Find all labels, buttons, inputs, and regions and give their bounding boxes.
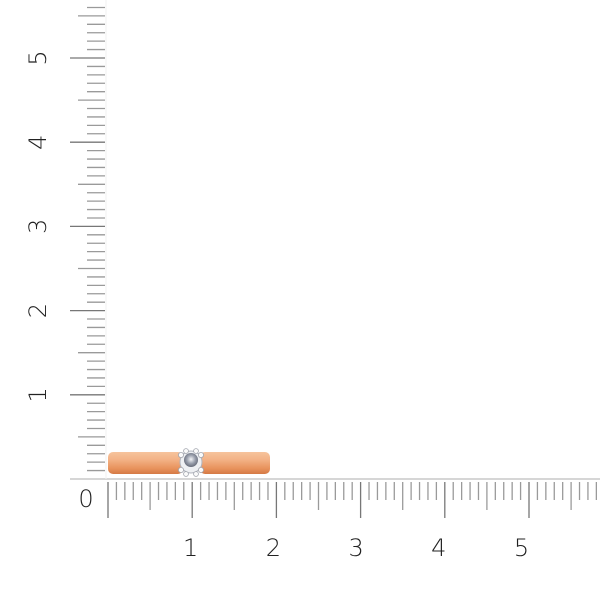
ruler-ticks — [70, 0, 600, 518]
x-label-5: 5 — [514, 534, 529, 562]
y-label-2: 2 — [24, 303, 52, 318]
x-label-1: 1 — [183, 534, 198, 562]
y-label-4: 4 — [24, 135, 52, 150]
x-label-2: 2 — [266, 534, 281, 562]
y-label-1: 1 — [24, 387, 52, 402]
ring-band-right — [200, 452, 270, 474]
ring-band-left — [108, 452, 183, 474]
ring-image — [108, 448, 270, 477]
ring-stone — [177, 448, 204, 477]
x-label-3: 3 — [348, 534, 363, 562]
y-label-5: 5 — [24, 50, 52, 65]
x-label-4: 4 — [431, 534, 446, 562]
x-label-0: 0 — [78, 485, 93, 513]
y-label-3: 3 — [24, 219, 52, 234]
